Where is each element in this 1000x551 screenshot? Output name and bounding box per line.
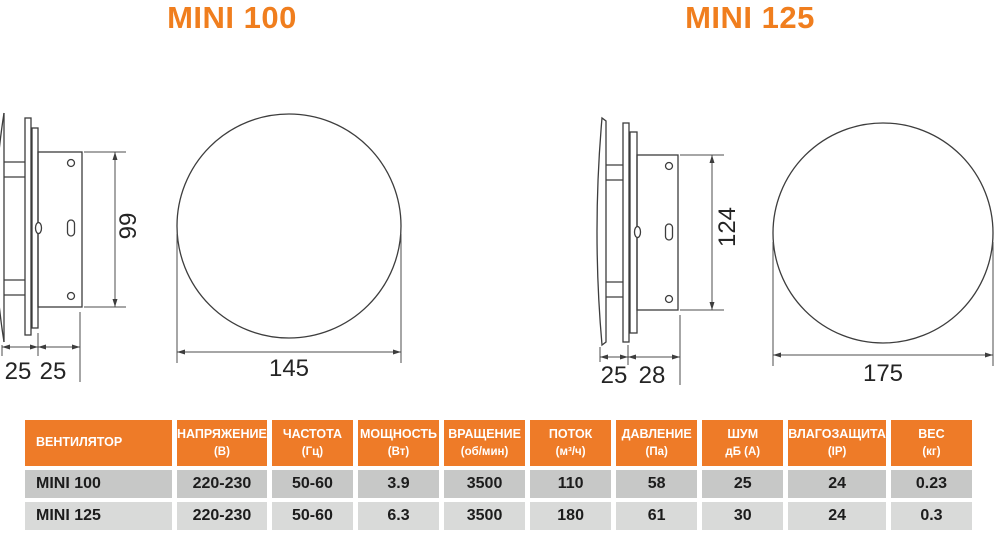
dimension-124 [680,154,724,311]
dimension-175 [772,242,994,366]
cell-weight: 0.3 [890,502,972,530]
cell-noise: 30 [702,502,784,530]
front-panel [0,112,5,343]
column-header-label: ПОТОК [548,427,593,442]
product-title-mini-100: MINI 100 [167,0,297,35]
column-header-label: ВЕС [918,427,945,442]
cell-power: 3.9 [357,470,440,498]
cell-pressure: 58 [616,470,698,498]
dim-depth-front-mini125: 25 [600,362,628,389]
notch [34,221,43,235]
column-header-noise: ШУМ дБ (А) [702,420,784,466]
column-header-frequency: ЧАСТОТА (Гц) [271,420,353,466]
column-header-label: ВРАЩЕНИЕ [448,427,521,442]
column-header-label: ДАВЛЕНИЕ [621,427,692,442]
flange-ring [622,122,630,343]
dim-depth-front-mini100: 25 [4,358,32,385]
column-header-unit: дБ (А) [725,445,761,458]
cell-voltage: 220-230 [177,502,267,530]
dim-height-mini100: 99 [115,212,142,240]
cell-power: 6.3 [357,502,440,530]
cell-noise: 25 [702,470,784,498]
fan-face-circle [176,113,402,339]
screw-hole [664,294,674,304]
cell-airflow: 180 [530,502,612,530]
dim-diameter-mini125: 175 [862,360,904,387]
mini100-side-view [0,112,126,382]
cell-voltage: 220-230 [177,470,267,498]
column-header-unit: (Гц) [301,445,324,458]
dimension-99 [84,151,126,308]
column-header-unit: (В) [213,445,230,458]
column-header-label: МОЩНОСТЬ [359,427,437,442]
product-title-mini-125: MINI 125 [685,0,815,35]
column-header-voltage: НАПРЯЖЕНИЕ (В) [177,420,267,466]
column-header-rotation: ВРАЩЕНИЕ (об/мин) [444,420,526,466]
cell-model: MINI 100 [25,470,172,498]
screw-hole [66,158,76,168]
column-header-unit: (об/мин) [460,445,509,458]
column-header-unit: (Па) [645,445,668,458]
dimension-145 [176,234,402,363]
column-header-unit: (IP) [827,445,847,458]
cell-ip: 24 [788,470,886,498]
notch [633,225,642,239]
screw-hole [664,161,674,171]
dimension-25-25 [1,312,81,382]
cell-rotation: 3500 [444,470,526,498]
column-header-unit: (Вт) [387,445,410,458]
mini125-side-view [596,116,724,385]
dim-depth-plate-mini125: 28 [638,362,666,389]
slot-hole [664,223,674,241]
column-header-airflow: ПОТОК (м³/ч) [530,420,612,466]
dim-height-mini125: 124 [714,206,741,248]
column-header-power: МОЩНОСТЬ (Вт) [357,420,440,466]
mounting-plate [37,151,83,308]
column-header-label: НАПРЯЖЕНИЕ [177,427,267,442]
cell-airflow: 110 [530,470,612,498]
column-header-weight: ВЕС (кг) [890,420,972,466]
screw-hole [66,291,76,301]
slot-hole [66,219,76,237]
column-header-label: ВЕНТИЛЯТОР [36,435,123,450]
column-header-label: ВЛАГОЗАЩИТА [788,427,886,442]
column-header-pressure: ДАВЛЕНИЕ (Па) [616,420,698,466]
column-header-label: ЧАСТОТА [282,427,342,442]
cell-frequency: 50-60 [271,470,353,498]
mini100-front-view [176,113,402,363]
column-header-ip: ВЛАГОЗАЩИТА (IP) [788,420,886,466]
column-header-label: ШУМ [727,427,759,442]
front-panel [596,116,607,347]
cell-ip: 24 [788,502,886,530]
column-header-unit: (кг) [922,445,941,458]
column-header-unit: (м³/ч) [555,445,586,458]
fan-face-circle [772,122,994,344]
cell-frequency: 50-60 [271,502,353,530]
mini125-front-view [772,122,994,366]
dim-diameter-mini100: 145 [268,355,310,382]
dim-depth-plate-mini100: 25 [39,358,67,385]
spec-table: ВЕНТИЛЯТОР НАПРЯЖЕНИЕ (В) ЧАСТОТА (Гц) М… [25,420,972,530]
cell-weight: 0.23 [890,470,972,498]
cell-pressure: 61 [616,502,698,530]
column-header-fan: ВЕНТИЛЯТОР [25,420,172,466]
cell-rotation: 3500 [444,502,526,530]
dimension-25-28 [599,315,681,385]
flange-ring [24,117,32,336]
cell-model: MINI 125 [25,502,172,530]
